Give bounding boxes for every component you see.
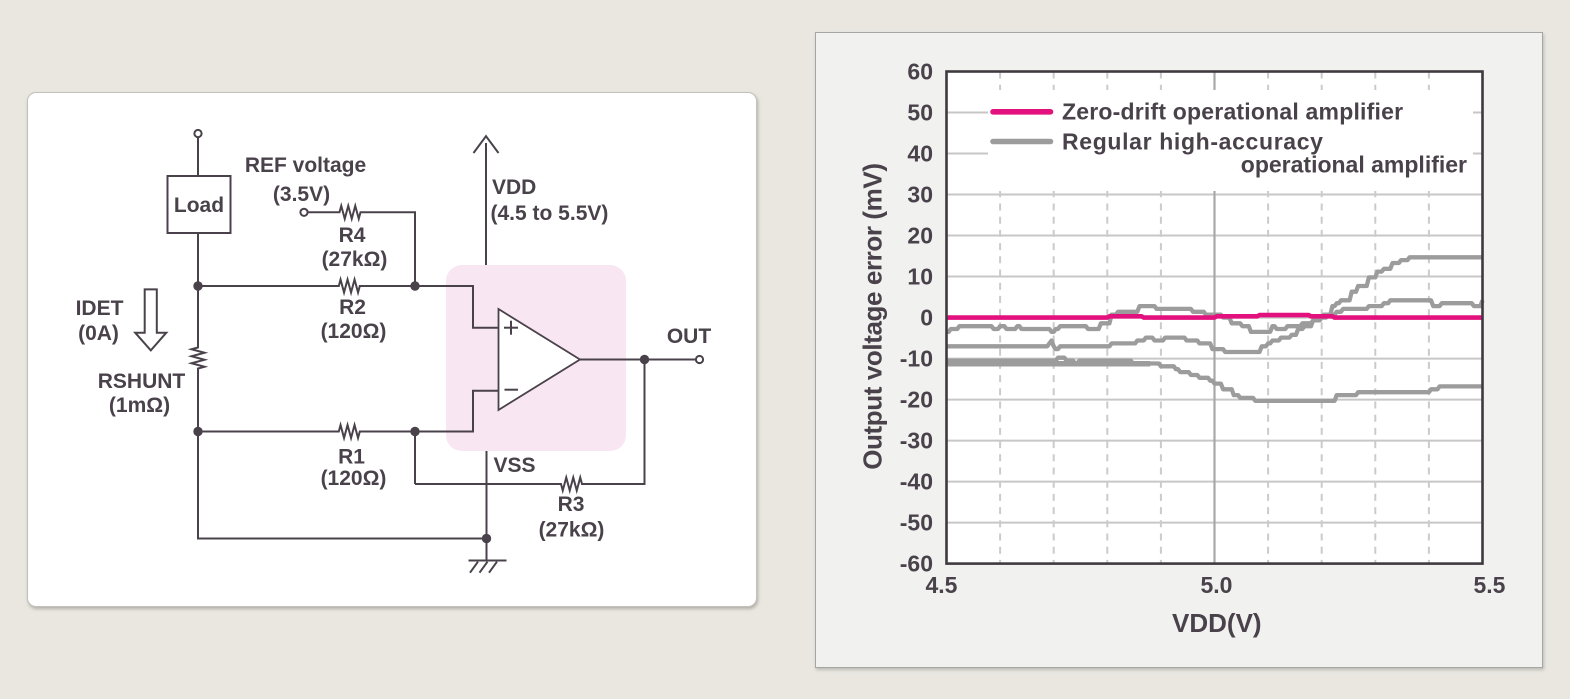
svg-text:VDD(V): VDD(V): [1172, 608, 1262, 638]
svg-text:Regular high-accuracy: Regular high-accuracy: [1062, 129, 1324, 155]
svg-text:(27kΩ): (27kΩ): [539, 519, 605, 542]
svg-text:5.5: 5.5: [1474, 572, 1506, 598]
svg-text:30: 30: [907, 182, 933, 208]
svg-text:60: 60: [907, 59, 933, 85]
svg-text:10: 10: [907, 264, 933, 290]
svg-text:-50: -50: [900, 510, 933, 536]
svg-text:Output voltage error (mV): Output voltage error (mV): [858, 163, 888, 469]
svg-text:Load: Load: [174, 194, 224, 217]
svg-text:-40: -40: [900, 469, 933, 495]
svg-text:-60: -60: [900, 551, 933, 577]
svg-text:(0A): (0A): [78, 322, 119, 345]
svg-text:VSS: VSS: [494, 454, 536, 477]
svg-text:0: 0: [920, 305, 933, 331]
svg-text:operational amplifier: operational amplifier: [1241, 152, 1467, 178]
svg-text:IDET: IDET: [76, 297, 124, 320]
svg-text:VDD: VDD: [492, 176, 536, 199]
svg-text:40: 40: [907, 141, 933, 167]
svg-text:Zero-drift operational amplifi: Zero-drift operational amplifier: [1062, 99, 1403, 125]
svg-text:5.0: 5.0: [1201, 572, 1233, 598]
svg-text:RSHUNT: RSHUNT: [98, 370, 186, 393]
svg-text:4.5: 4.5: [926, 572, 958, 598]
svg-text:-20: -20: [900, 387, 933, 413]
svg-text:(1mΩ): (1mΩ): [109, 394, 170, 417]
svg-text:(120Ω): (120Ω): [321, 467, 387, 490]
svg-text:50: 50: [907, 100, 933, 126]
svg-text:(4.5 to 5.5V): (4.5 to 5.5V): [491, 202, 609, 225]
svg-text:OUT: OUT: [667, 325, 712, 348]
svg-text:20: 20: [907, 223, 933, 249]
svg-text:(27kΩ): (27kΩ): [322, 248, 388, 271]
svg-text:-30: -30: [900, 428, 933, 454]
svg-text:R4: R4: [339, 224, 366, 247]
svg-text:R1: R1: [338, 446, 365, 469]
svg-text:(120Ω): (120Ω): [321, 320, 387, 343]
svg-text:-10: -10: [900, 346, 933, 372]
svg-text:R3: R3: [558, 493, 585, 516]
svg-text:R2: R2: [339, 296, 366, 319]
svg-text:(3.5V): (3.5V): [273, 183, 330, 206]
svg-text:REF voltage: REF voltage: [245, 154, 366, 177]
